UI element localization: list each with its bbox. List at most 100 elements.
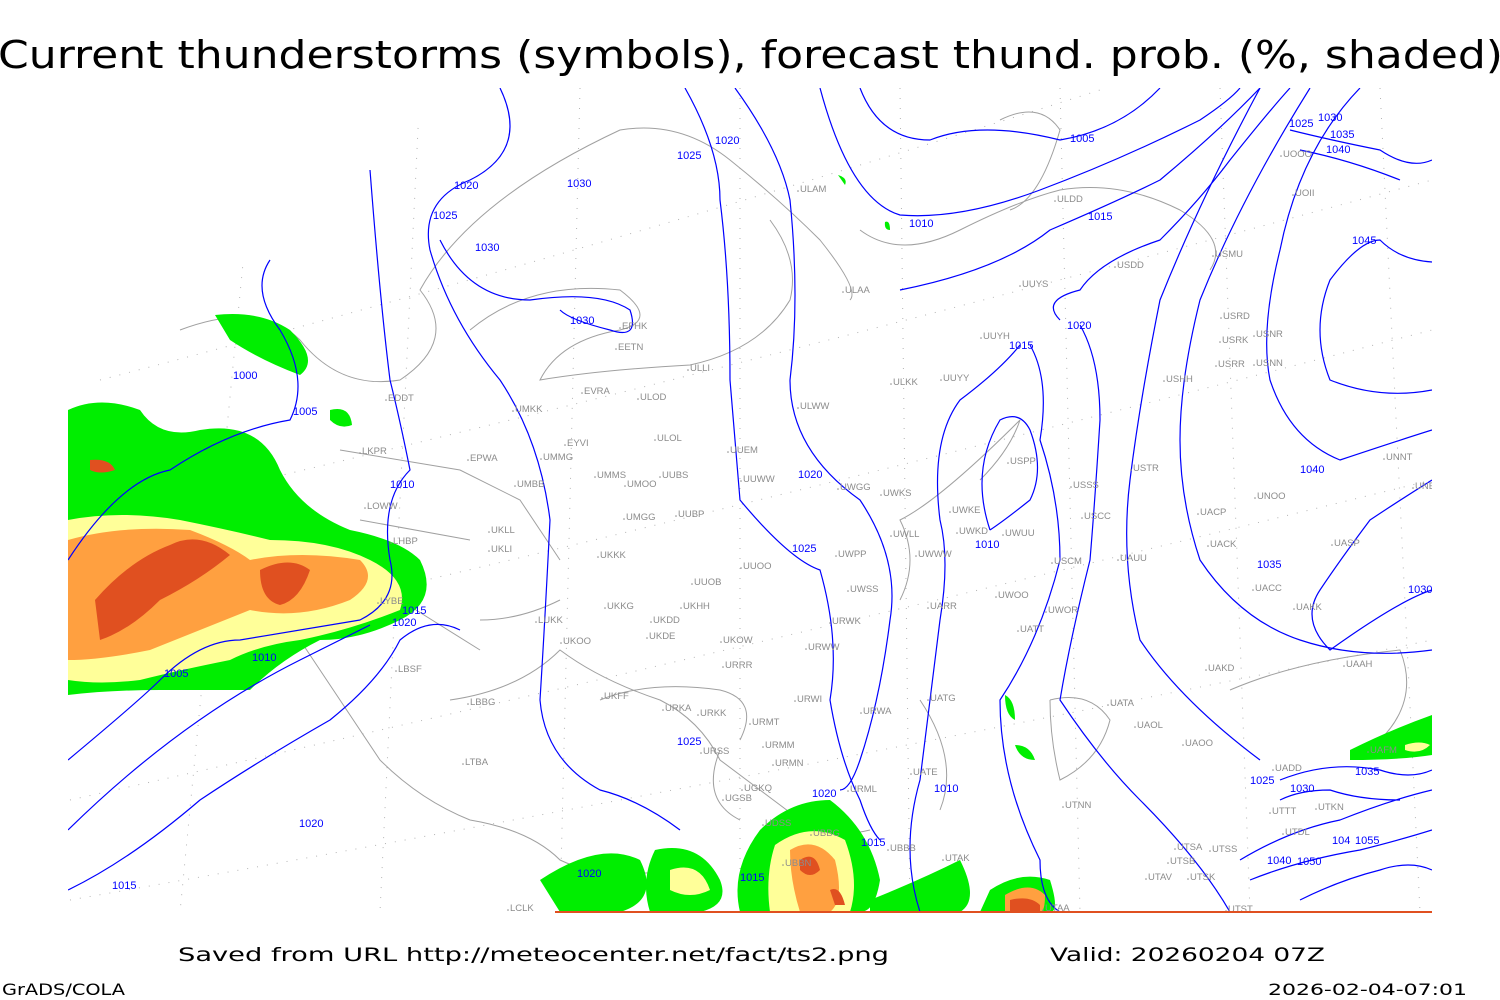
station-label: EDDT bbox=[388, 393, 414, 404]
station-label: URKA bbox=[665, 703, 692, 714]
station-label: USCC bbox=[1084, 511, 1111, 522]
station-label: UTTT bbox=[1272, 806, 1296, 817]
station-label: UASP bbox=[1334, 538, 1360, 549]
station-dot bbox=[880, 494, 882, 496]
station-dot bbox=[637, 398, 639, 400]
station-label: UWOO bbox=[998, 590, 1029, 601]
station-dot bbox=[927, 699, 929, 701]
station-label: UGKQ bbox=[744, 783, 772, 794]
station-label: ULKK bbox=[893, 377, 918, 388]
isobar-label: 1055 bbox=[1355, 835, 1379, 847]
station-label: UWWW bbox=[918, 549, 952, 560]
station-dot bbox=[700, 752, 702, 754]
station-label: LYBE bbox=[380, 596, 404, 607]
isobar-label: 1035 bbox=[1330, 129, 1354, 141]
station-label: UWKS bbox=[883, 488, 912, 499]
isobar-label: 1050 bbox=[1297, 856, 1321, 868]
station-dot bbox=[514, 485, 516, 487]
station-label: LBSF bbox=[398, 664, 422, 675]
station-labels: EFHK EETN ULLI EVRA ULOD UMKK EYVI ULOL EPWA UMMG… bbox=[359, 149, 1432, 912]
station-dot bbox=[680, 607, 682, 609]
station-label: UTAV bbox=[1148, 872, 1173, 883]
station-label: LOWW bbox=[367, 501, 398, 512]
station-dot bbox=[697, 714, 699, 716]
station-label: UTAK bbox=[945, 853, 970, 864]
station-dot bbox=[488, 550, 490, 552]
station-dot bbox=[740, 567, 742, 569]
station-dot bbox=[1272, 769, 1274, 771]
station-dot bbox=[1051, 562, 1053, 564]
valid-time-text: Valid: 20260204 07Z bbox=[1050, 944, 1325, 966]
isobar-label: 1025 bbox=[1289, 118, 1313, 130]
station-dot bbox=[359, 452, 361, 454]
station-dot bbox=[847, 790, 849, 792]
station-dot bbox=[1367, 751, 1369, 753]
isobar-label: 1020 bbox=[1067, 320, 1091, 332]
station-dot bbox=[720, 641, 722, 643]
station-label: UUOB bbox=[694, 577, 721, 588]
station-dot bbox=[794, 700, 796, 702]
station-label: ULDD bbox=[1057, 194, 1083, 205]
station-label: URSS bbox=[703, 746, 729, 757]
station-dot bbox=[837, 488, 839, 490]
station-label: URWA bbox=[863, 706, 892, 717]
station-dot bbox=[1163, 380, 1165, 382]
station-dot bbox=[650, 621, 652, 623]
station-label: ULOL bbox=[657, 433, 682, 444]
isobar-label: 1015 bbox=[112, 880, 136, 892]
station-label: UTNN bbox=[1065, 800, 1092, 811]
isobar-label: 1000 bbox=[233, 370, 257, 382]
station-label: UATT bbox=[1020, 624, 1044, 635]
station-label: UAAH bbox=[1346, 659, 1373, 670]
station-label: UKLI bbox=[491, 544, 512, 555]
station-dot bbox=[1114, 266, 1116, 268]
station-label: LUKK bbox=[538, 615, 563, 626]
station-label: UUWW bbox=[743, 474, 775, 485]
station-dot bbox=[1412, 487, 1414, 489]
station-dot bbox=[1253, 335, 1255, 337]
station-label: UMGG bbox=[626, 512, 656, 523]
station-dot bbox=[910, 773, 912, 775]
station-dot bbox=[1007, 462, 1009, 464]
isobar-label: 1030 bbox=[567, 178, 591, 190]
station-label: URWI bbox=[797, 694, 822, 705]
isobar-label: 1015 bbox=[740, 872, 764, 884]
station-label: UBBN bbox=[785, 858, 812, 869]
station-dot bbox=[1212, 255, 1214, 257]
isobar-label: 1015 bbox=[402, 605, 426, 617]
station-dot bbox=[390, 542, 392, 544]
station-dot bbox=[860, 712, 862, 714]
station-dot bbox=[741, 789, 743, 791]
station-dot bbox=[1117, 559, 1119, 561]
station-dot bbox=[980, 337, 982, 339]
isobar-label: 1025 bbox=[1250, 775, 1274, 787]
station-label: UUBS bbox=[662, 470, 688, 481]
station-label: UOOO bbox=[1283, 149, 1312, 160]
isobar-label: 1020 bbox=[715, 135, 739, 147]
station-label: USRK bbox=[1222, 335, 1249, 346]
isobar-label: 1010 bbox=[934, 783, 958, 795]
isobar-label: 1040 bbox=[1267, 855, 1291, 867]
isobar-label: 1020 bbox=[392, 617, 416, 629]
station-label: URWK bbox=[832, 616, 862, 627]
station-dot bbox=[1383, 458, 1385, 460]
station-dot bbox=[762, 746, 764, 748]
station-label: UATA bbox=[1110, 698, 1135, 709]
station-dot bbox=[615, 348, 617, 350]
isobar-label: 1025 bbox=[792, 543, 816, 555]
station-label: UKHH bbox=[683, 601, 710, 612]
station-label: UUOO bbox=[743, 561, 772, 572]
station-label: URMT bbox=[752, 717, 780, 728]
station-label: USNN bbox=[1256, 358, 1283, 369]
station-dot bbox=[797, 407, 799, 409]
station-dot bbox=[1219, 341, 1221, 343]
station-label: UKFF bbox=[604, 691, 629, 702]
isobar-label: 1020 bbox=[577, 868, 601, 880]
station-dot bbox=[467, 703, 469, 705]
station-dot bbox=[1107, 704, 1109, 706]
station-dot bbox=[847, 590, 849, 592]
station-label: UNNT bbox=[1386, 452, 1413, 463]
station-dot bbox=[1205, 669, 1207, 671]
station-label: USRD bbox=[1223, 311, 1250, 322]
